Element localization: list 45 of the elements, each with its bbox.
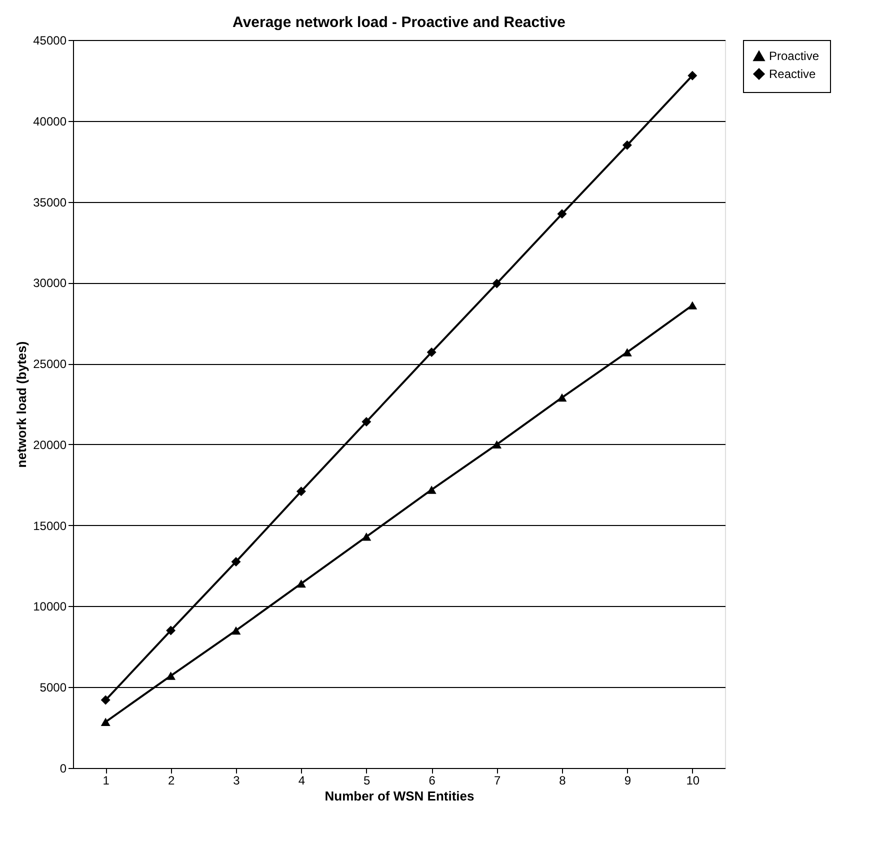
x-tick-label: 3: [233, 774, 240, 788]
y-tick-label: 15000: [33, 518, 67, 533]
point: [296, 486, 306, 496]
point: [100, 718, 110, 726]
x-tick-label: 5: [364, 774, 371, 788]
chart-title: Average network load - Proactive and Reactive: [232, 14, 566, 31]
point: [688, 70, 698, 80]
legend-label: Reactive: [769, 67, 816, 81]
x-tick-label: 9: [624, 774, 632, 788]
point: [296, 579, 306, 588]
y-tick-label: 40000: [33, 114, 67, 128]
point: [492, 440, 502, 449]
point: [362, 532, 372, 541]
x-tick-label: 2: [168, 774, 175, 788]
point: [166, 626, 176, 636]
y-tick-label: 30000: [33, 276, 67, 290]
point: [557, 393, 567, 402]
point: [426, 486, 436, 494]
y-axis-title: network load (bytes): [14, 341, 30, 468]
x-tick-label: 1: [102, 774, 110, 788]
point: [557, 209, 567, 219]
point: [231, 556, 241, 566]
point: [688, 301, 698, 310]
y-tick-label: 0: [60, 762, 67, 776]
x-tick-label: 10: [686, 774, 700, 788]
x-tick-label: 7: [494, 774, 501, 788]
x-tick-label: 8: [559, 774, 566, 788]
y-tick-label: 20000: [33, 438, 67, 452]
y-tick-label: 45000: [33, 34, 67, 48]
x-tick-label: 6: [428, 774, 436, 788]
y-tick-label: 35000: [33, 195, 67, 210]
point: [622, 140, 632, 150]
y-tick-label: 25000: [33, 357, 67, 372]
point: [426, 347, 436, 357]
x-tick-label: 4: [298, 774, 306, 788]
point: [166, 672, 176, 680]
point: [231, 626, 241, 635]
y-tick-label: 5000: [40, 680, 67, 695]
legend-label: Proactive: [769, 49, 820, 63]
point: [362, 417, 372, 427]
point: [100, 695, 110, 705]
x-axis-title: Number of WSN Entities: [324, 788, 474, 804]
point: [492, 278, 502, 288]
point: [622, 348, 632, 356]
y-tick-label: 10000: [33, 600, 67, 614]
